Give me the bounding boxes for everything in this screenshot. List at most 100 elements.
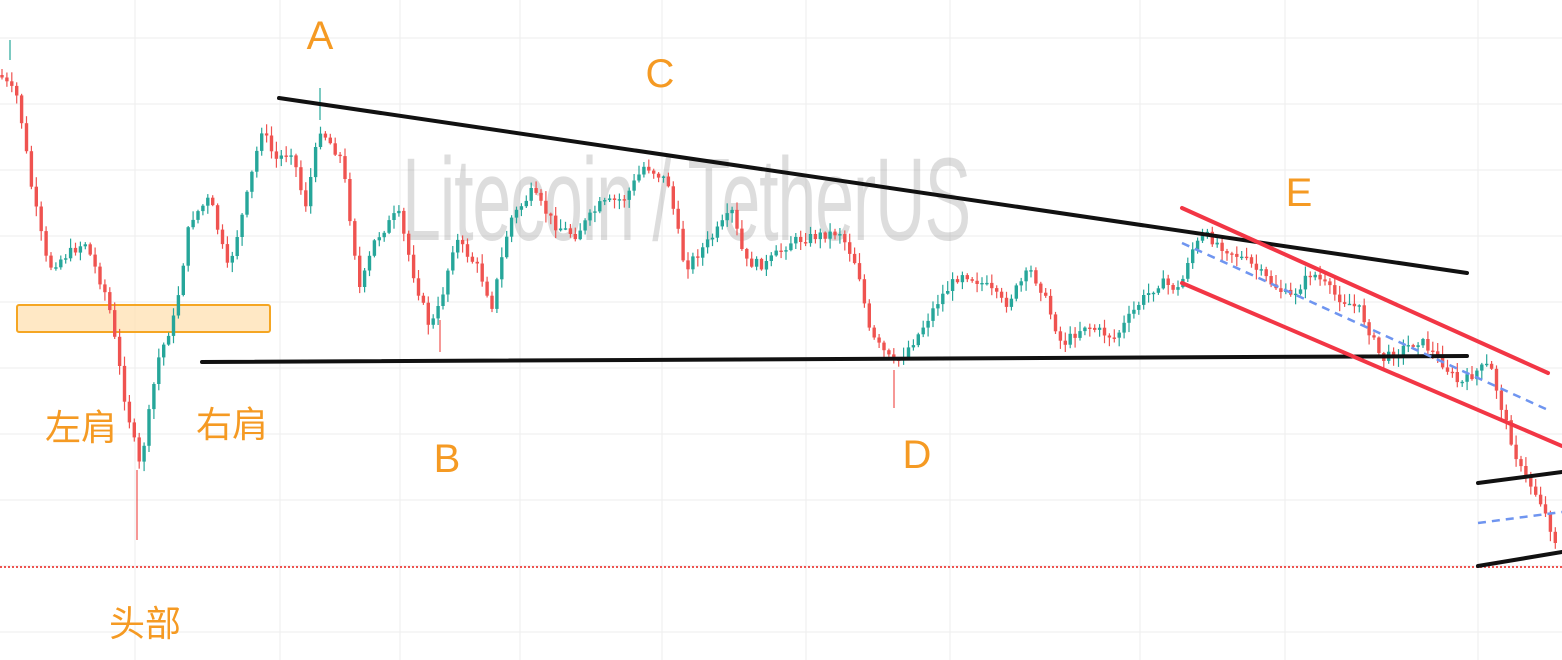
candle-up [1357,305,1361,307]
candle-up [764,261,769,270]
candle-up [201,205,205,212]
candle-down [294,155,298,168]
candle-up [1161,278,1165,289]
candle-up [235,237,239,256]
candle-up [1117,332,1121,338]
candle-up [1142,295,1146,305]
candle-down [1048,295,1053,315]
candle-up [632,180,636,191]
candle-down [676,208,680,229]
right-shoulder-label: 右肩 [196,404,268,445]
candle-down [1058,331,1063,341]
candle-down [612,198,617,200]
candle-up [206,197,210,206]
candle-down [882,342,886,351]
candle-up [593,211,597,213]
candle-down [1333,285,1337,295]
candle-up [524,200,528,207]
candle-up [500,257,504,280]
lower-channel-bottom-line[interactable] [1476,550,1562,568]
candle-up [838,234,842,236]
candle-down [955,279,960,283]
candle-down [24,123,29,152]
triangle-upper-trendline[interactable] [277,96,1469,275]
candle-down [544,200,548,214]
candle-down [656,173,661,178]
candle-down [108,292,112,311]
candle-down [1034,270,1038,284]
candle-up [279,155,283,159]
candle-up [1240,256,1244,259]
candle-down [803,242,808,244]
candle-down [1445,367,1450,372]
candle-down [666,176,671,187]
candle-down [534,188,538,193]
candle-down [264,133,269,136]
candle-up [166,335,171,345]
candle-up [1460,381,1464,384]
candle-down [338,154,342,157]
candle-up [774,250,778,256]
candle-up [456,239,460,253]
candle-up [196,211,200,220]
candle-up [59,259,63,268]
candle-down [475,261,479,264]
candle-down [1431,350,1435,352]
candle-up [1024,270,1028,282]
candle-down [490,295,494,309]
triangle-lower-trendline[interactable] [200,354,1469,364]
candle-down [857,263,862,280]
candle-down [848,242,852,254]
candle-down [1225,251,1229,254]
candle-up [441,294,445,306]
candle-down [1220,242,1224,251]
candle-down [49,255,53,268]
candle-up [529,188,533,201]
channel-upper-line[interactable] [1180,206,1550,375]
candle-down [975,280,979,284]
candle-up [1480,364,1484,371]
candle-down [745,249,749,259]
candle-down [1524,466,1528,475]
candle-up [1191,249,1195,264]
candle-down [1230,253,1234,255]
support-zone[interactable] [16,304,271,333]
candle-up [598,201,602,212]
candle-down [274,151,279,159]
candle-up [701,247,705,258]
candle-up [54,267,58,269]
candle-down [127,401,132,423]
candle-down [568,228,573,234]
candle-up [1259,269,1263,271]
candle-down [1112,337,1116,339]
lower-channel-top-line[interactable] [1476,470,1562,485]
candle-up [495,279,499,309]
candle-up [1195,240,1200,250]
candle-down [73,247,78,253]
candle-up [1151,292,1156,295]
candle-up [725,213,729,221]
candle-down [539,192,543,201]
candle-up [313,147,318,178]
candle-down [1264,269,1268,277]
candle-up [578,230,582,240]
candle-up [181,265,185,295]
candle-down [833,231,837,236]
candle-down [402,210,406,234]
candle-up [1303,275,1308,290]
candle-up [68,247,73,259]
candle-down [88,244,92,255]
candle-down [1102,327,1107,336]
candle-up [808,234,813,244]
candle-down [1210,231,1214,245]
candle-down [867,303,871,328]
candle-up [1401,345,1406,355]
wave-label-a: A [307,14,334,58]
candle-down [1093,327,1097,330]
candle-up [1122,322,1126,333]
channel-lower-line[interactable] [1180,281,1562,448]
candle-up [637,174,641,181]
candle-up [514,209,519,218]
candle-down [1279,288,1283,292]
